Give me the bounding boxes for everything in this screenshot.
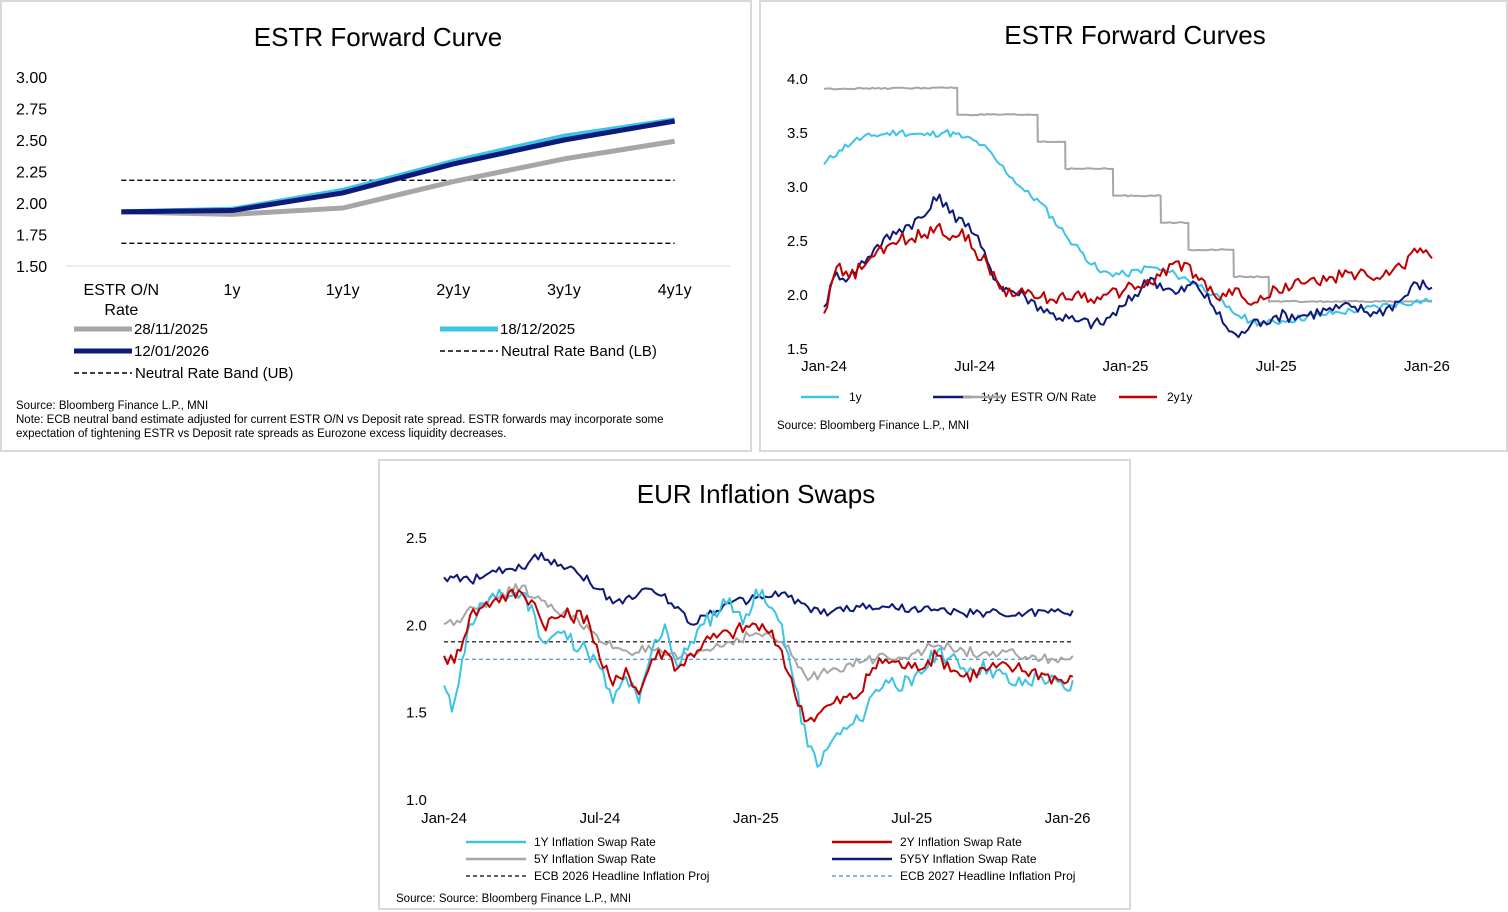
series-line-1y1y [823, 193, 1433, 339]
legend-label: ECB 2026 Headline Inflation Proj [534, 869, 709, 883]
y-tick-label: 1.5 [787, 341, 808, 358]
legend-item-ecb-2026-headline-inflation-proj: ECB 2026 Headline Inflation Proj [466, 869, 709, 883]
x-tick-label: Jul-25 [1256, 358, 1297, 375]
y-tick-label: 2.5 [787, 233, 808, 250]
source-text: Source: Source: Bloomberg Finance L.P., … [396, 893, 631, 905]
source-text: Source: Bloomberg Finance L.P., MNI [16, 400, 208, 412]
legend-label: ESTR O/N Rate [1011, 390, 1097, 404]
x-tick-label: Jan-24 [421, 810, 467, 827]
x-tick-label: Rate [104, 302, 138, 319]
x-tick-label: 3y1y [547, 282, 581, 299]
y-tick-label: 1.75 [16, 228, 47, 245]
panel-estr-forward-curves: ESTR Forward Curves 1.5 2.0 2.5 3.0 3.5 4.0 J… [759, 0, 1508, 452]
legend-item-28-11-2025: 28/11/2025 [74, 321, 208, 338]
legend-label: 5Y Inflation Swap Rate [534, 852, 656, 866]
panel-estr-forward-curve: ESTR Forward Curve 1.50 1.75 2.00 2.25 2.50 2… [0, 0, 752, 452]
x-tick-label: ESTR O/N [84, 282, 160, 299]
y-tick-label: 1.50 [16, 259, 47, 276]
legend-label: 28/11/2025 [134, 321, 208, 338]
y-tick-label: 2.50 [16, 133, 47, 150]
y-tick-label: 1.0 [406, 792, 427, 809]
legend-label: 12/01/2026 [134, 343, 209, 360]
legend-label: 1Y Inflation Swap Rate [534, 835, 656, 849]
legend-label: Neutral Rate Band (LB) [501, 343, 657, 360]
series-line-28-11-2025 [121, 138, 676, 217]
y-tick-label: 4.0 [787, 71, 808, 88]
estr-forward-curve-chart: ESTR Forward Curve 1.50 1.75 2.00 2.25 2.50 2… [16, 22, 730, 440]
x-tick-label: Jul-24 [954, 358, 995, 375]
legend-item-2y-inflation-swap-rate: 2Y Inflation Swap Rate [832, 835, 1022, 849]
series-line-estr-o-n-rate [823, 86, 1433, 304]
series-line-12-01-2026 [121, 118, 676, 215]
y-tick-label: 2.25 [16, 165, 47, 182]
x-tick-label: Jan-26 [1404, 358, 1450, 375]
legend-label: 2Y Inflation Swap Rate [900, 835, 1022, 849]
y-tick-label: 2.5 [406, 530, 427, 547]
y-tick-label: 2.0 [406, 617, 427, 634]
legend-item-ecb-2027-headline-inflation-proj: ECB 2027 Headline Inflation Proj [832, 869, 1075, 883]
legend-item-12-01-2026: 12/01/2026 [74, 343, 209, 360]
chart-title: ESTR Forward Curve [254, 22, 503, 52]
series-line-5y-inflation-swap-rate [443, 583, 1074, 682]
chart-title: ESTR Forward Curves [1004, 20, 1266, 50]
legend-label: 1y [849, 390, 862, 404]
legend-item-1y: 1y [801, 390, 862, 404]
note-text-line2: expectation of tightening ESTR vs Deposi… [16, 428, 506, 440]
legend-label: 18/12/2025 [500, 321, 575, 338]
x-tick-label: 2y1y [436, 282, 470, 299]
y-tick-label: 2.75 [16, 102, 47, 119]
legend-item-5y-inflation-swap-rate: 5Y Inflation Swap Rate [466, 852, 656, 866]
note-text-line1: Note: ECB neutral band estimate adjusted… [16, 414, 663, 426]
y-tick-label: 2.00 [16, 196, 47, 213]
legend-item-estr-o-n-rate: ESTR O/N Rate [963, 390, 1097, 404]
legend-item-18-12-2025: 18/12/2025 [440, 321, 575, 338]
legend-label: Neutral Rate Band (UB) [135, 365, 293, 382]
source-text: Source: Bloomberg Finance L.P., MNI [777, 420, 969, 432]
legend-label: ECB 2027 Headline Inflation Proj [900, 869, 1075, 883]
x-tick-label: 1y1y [326, 282, 360, 299]
x-tick-label: Jan-24 [801, 358, 847, 375]
series-line-1y [823, 129, 1433, 327]
panel-eur-inflation-swaps: EUR Inflation Swaps 1.0 1.5 2.0 2.5 Jan-24 J… [378, 459, 1131, 910]
chart-title: EUR Inflation Swaps [637, 479, 875, 509]
y-tick-label: 3.5 [787, 125, 808, 142]
y-tick-label: 2.0 [787, 287, 808, 304]
legend-label: 2y1y [1167, 390, 1192, 404]
legend-item-neutral-rate-band-ub: Neutral Rate Band (UB) [74, 365, 293, 382]
estr-forward-curves-chart: ESTR Forward Curves 1.5 2.0 2.5 3.0 3.5 4.0 J… [777, 20, 1450, 432]
eur-inflation-swaps-chart: EUR Inflation Swaps 1.0 1.5 2.0 2.5 Jan-24 J… [396, 479, 1091, 905]
x-tick-label: Jan-26 [1045, 810, 1091, 827]
x-tick-label: Jan-25 [1103, 358, 1149, 375]
x-tick-label: Jul-25 [891, 810, 932, 827]
series-line-1y-inflation-swap-rate [443, 588, 1074, 768]
legend-item-neutral-rate-band-lb: Neutral Rate Band (LB) [440, 343, 657, 360]
legend-label: 5Y5Y Inflation Swap Rate [900, 852, 1037, 866]
x-tick-label: Jul-24 [579, 810, 620, 827]
series-line-2y1y [823, 222, 1433, 314]
series-line-2y-inflation-swap-rate [443, 588, 1074, 723]
x-tick-label: 1y [224, 282, 241, 299]
y-tick-label: 3.0 [787, 179, 808, 196]
y-tick-label: 1.5 [406, 705, 427, 722]
x-tick-label: 4y1y [658, 282, 692, 299]
legend-item-5y5y-inflation-swap-rate: 5Y5Y Inflation Swap Rate [832, 852, 1037, 866]
x-tick-label: Jan-25 [733, 810, 779, 827]
y-tick-label: 3.00 [16, 70, 47, 87]
legend-item-2y1y: 2y1y [1119, 390, 1192, 404]
legend-item-1y-inflation-swap-rate: 1Y Inflation Swap Rate [466, 835, 656, 849]
